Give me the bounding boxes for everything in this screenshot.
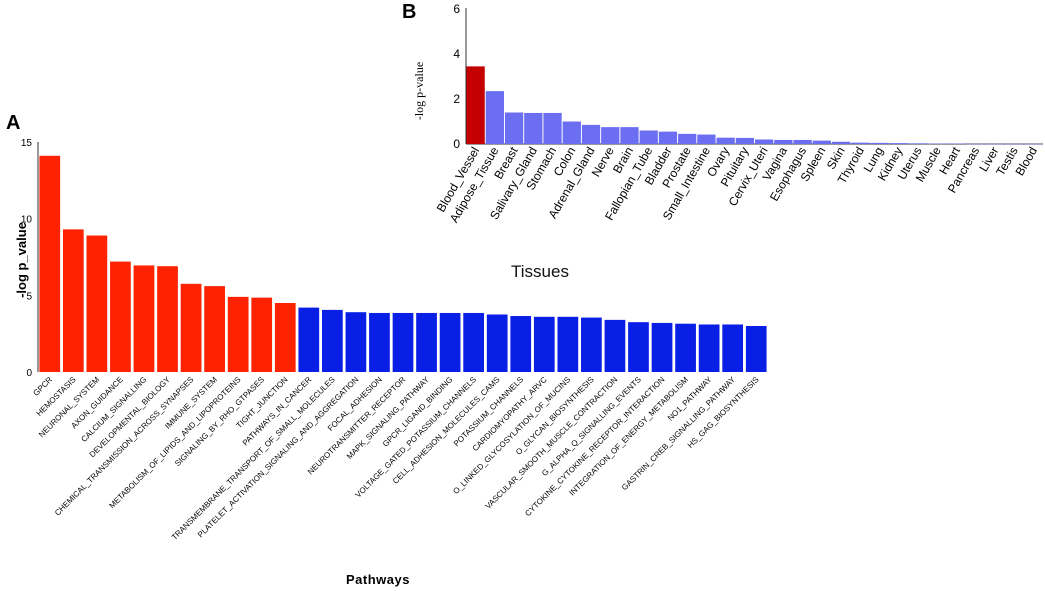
b-bar xyxy=(581,124,601,144)
b-y-tick-label: 0 xyxy=(453,137,460,151)
b-bar xyxy=(985,143,1005,145)
a-bar xyxy=(227,296,249,372)
panel-b-y-ticks: 0 2 4 6 xyxy=(453,2,460,151)
a-bar xyxy=(557,316,579,372)
b-bar xyxy=(793,139,812,144)
panel-a-bars xyxy=(39,155,767,372)
b-bar xyxy=(504,112,524,144)
b-bar xyxy=(966,143,985,145)
a-y-tick-label: 15 xyxy=(21,138,33,149)
b-bar xyxy=(735,137,755,144)
b-y-tick-label: 6 xyxy=(453,2,460,16)
b-bar xyxy=(620,127,639,144)
a-bar xyxy=(745,326,767,372)
a-bar xyxy=(298,307,320,372)
panel-b-chart: B -log p-value Tissues 0 2 4 6 Blood_Vessel… xyxy=(402,1,1043,281)
a-bar xyxy=(251,297,273,372)
a-bar xyxy=(180,283,202,372)
b-bar xyxy=(524,112,543,144)
a-bar xyxy=(345,312,367,372)
a-bar xyxy=(392,312,414,372)
b-bar xyxy=(754,139,774,144)
b-bar xyxy=(851,142,870,144)
a-bar xyxy=(533,316,555,372)
a-bar xyxy=(722,324,744,372)
b-y-tick-label: 4 xyxy=(453,47,460,61)
a-bar xyxy=(204,286,225,372)
panel-b-x-axis-label: Tissues xyxy=(511,262,569,281)
b-bar xyxy=(889,143,908,144)
a-bar xyxy=(416,312,437,372)
panel-a-letter: A xyxy=(6,112,20,134)
panel-b-x-ticks: Blood_VesselAdipose_TissueBreastSalivary… xyxy=(434,144,1040,225)
a-bar xyxy=(463,312,485,372)
panel-b-letter: B xyxy=(402,1,416,23)
panel-a-y-ticks: 0 5 10 15 xyxy=(21,138,33,379)
panel-a-x-ticks: GPCRHEMOSTASISNEURONAL_SYSTEMAXON_GUIDAN… xyxy=(31,375,760,542)
b-bar xyxy=(466,66,485,144)
b-bar xyxy=(658,131,678,144)
b-bar xyxy=(562,121,581,144)
a-bar xyxy=(651,322,673,372)
panel-a-y-axis-label: -log p_value xyxy=(14,222,29,298)
a-bar xyxy=(321,309,343,372)
panel-b-bars xyxy=(466,66,1043,145)
b-bar xyxy=(870,142,889,144)
b-bar xyxy=(678,133,697,144)
b-bar xyxy=(543,112,562,144)
b-bar xyxy=(716,137,735,144)
a-bar xyxy=(369,312,390,372)
b-bar xyxy=(908,143,928,144)
a-bar xyxy=(581,317,602,372)
a-bar xyxy=(110,261,131,372)
a-bar xyxy=(62,229,84,372)
a-bar xyxy=(628,322,649,372)
b-bar xyxy=(485,91,504,144)
panel-b-y-axis-label: -log p-value xyxy=(412,62,426,120)
b-bar xyxy=(1005,143,1024,145)
b-bar xyxy=(639,130,658,144)
b-bar xyxy=(831,141,851,144)
a-bar xyxy=(274,303,296,372)
a-y-tick-label: 5 xyxy=(26,291,32,302)
b-bar xyxy=(812,140,831,144)
a-bar xyxy=(675,323,696,372)
a-bar xyxy=(510,316,532,372)
b-bar xyxy=(947,143,966,145)
panel-a-x-axis-label: Pathways xyxy=(346,572,410,587)
a-y-tick-label: 0 xyxy=(26,368,32,379)
a-bar xyxy=(39,155,61,372)
b-bar xyxy=(774,139,793,144)
a-bar xyxy=(157,266,178,372)
b-bar xyxy=(1024,143,1043,145)
a-bar xyxy=(486,314,508,372)
a-bar xyxy=(439,312,461,372)
a-bar xyxy=(86,235,108,372)
b-bar xyxy=(601,127,620,144)
b-bar xyxy=(697,134,716,144)
a-bar xyxy=(604,319,626,372)
b-bar xyxy=(928,143,947,145)
a-bar xyxy=(133,265,155,372)
a-y-tick-label: 10 xyxy=(21,215,33,226)
b-y-tick-label: 2 xyxy=(453,92,460,106)
a-bar xyxy=(698,324,720,372)
